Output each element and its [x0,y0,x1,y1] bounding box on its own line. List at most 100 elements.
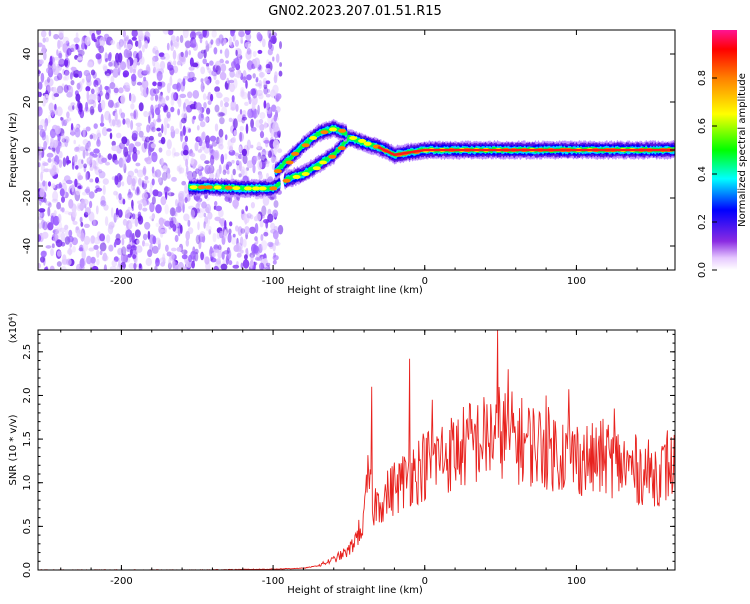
noise-speckle [55,239,63,248]
noise-speckle [60,116,63,121]
noise-speckle [199,121,206,128]
noise-speckle [134,229,141,238]
ridge-hotspot [320,130,329,135]
noise-speckle [45,201,52,206]
noise-speckle [220,100,224,108]
noise-speckle [272,259,277,265]
noise-speckle [172,261,179,270]
noise-speckle [132,95,137,103]
noise-speckle [246,212,252,219]
noise-speckle [47,181,52,187]
noise-speckle [41,44,46,55]
noise-speckle [211,252,217,257]
ridge-mark [344,131,348,136]
noise-speckle [91,32,96,41]
noise-speckle [52,215,60,226]
noise-speckle [118,193,122,201]
noise-speckle [144,40,149,49]
noise-speckle [141,79,149,89]
noise-speckle [257,160,263,171]
noise-speckle [195,197,203,203]
noise-speckle [245,80,248,89]
noise-speckle [67,235,74,243]
noise-speckle [118,157,124,168]
noise-speckle [99,250,103,256]
noise-speckle [51,147,56,152]
noise-speckle [170,35,176,43]
noise-speckle [85,101,89,112]
noise-speckle [51,110,54,118]
noise-speckle [136,239,140,245]
noise-speckle [197,210,204,218]
noise-speckle [203,49,207,59]
noise-speckle [239,145,242,153]
noise-speckle [242,70,247,81]
noise-speckle [70,80,75,86]
noise-speckle [132,146,137,154]
noise-speckle [64,229,70,237]
noise-speckle [220,153,225,165]
noise-speckle [93,148,100,154]
noise-speckle [116,144,122,154]
noise-speckle [215,91,222,96]
noise-speckle [253,57,261,69]
noise-speckle [64,138,69,148]
noise-speckle [103,264,107,270]
noise-speckle [201,201,207,209]
noise-speckle [213,150,220,161]
noise-speckle [79,244,84,251]
noise-speckle [263,86,269,95]
noise-speckle [156,118,162,123]
noise-speckle [51,243,55,249]
noise-speckle [202,85,205,90]
noise-speckle [99,122,105,127]
noise-speckle [230,106,235,111]
noise-speckle [89,237,93,245]
noise-speckle [159,257,166,263]
noise-speckle [170,216,177,225]
noise-speckle [129,65,133,74]
noise-speckle [184,197,188,203]
ridge-hotspot [224,185,233,190]
noise-speckle [152,235,157,245]
noise-speckle [272,139,280,150]
noise-speckle [266,102,271,111]
noise-speckle [39,199,42,206]
noise-speckle [70,72,73,80]
noise-speckle [153,88,160,94]
noise-speckle [177,108,181,116]
noise-speckle [229,145,234,153]
noise-speckle [147,230,151,240]
noise-speckle [133,262,137,270]
noise-speckle [52,139,59,148]
noise-speckle [179,120,183,130]
noise-speckle [275,93,282,100]
noise-speckle [92,100,97,108]
y-tick-label: 0.5 [22,518,33,534]
noise-speckle [154,94,159,102]
noise-speckle [51,183,56,189]
ridge-hotspot [197,185,206,190]
noise-speckle [131,175,138,185]
noise-speckle [42,180,46,187]
noise-speckle [187,91,193,99]
noise-speckle [259,220,264,228]
noise-speckle [104,33,110,39]
noise-speckle [121,160,126,170]
noise-speckle [213,47,218,55]
noise-speckle [164,204,169,215]
noise-speckle [137,215,144,225]
noise-speckle [270,133,276,138]
noise-speckle [148,111,153,116]
noise-speckle [182,78,186,87]
noise-speckle [113,87,119,94]
noise-speckle [192,170,197,179]
noise-speckle [197,221,200,231]
noise-speckle [218,138,222,144]
noise-speckle [237,113,244,123]
noise-speckle [168,257,172,269]
noise-speckle [110,75,115,84]
noise-speckle [219,49,223,54]
noise-speckle [122,30,127,38]
